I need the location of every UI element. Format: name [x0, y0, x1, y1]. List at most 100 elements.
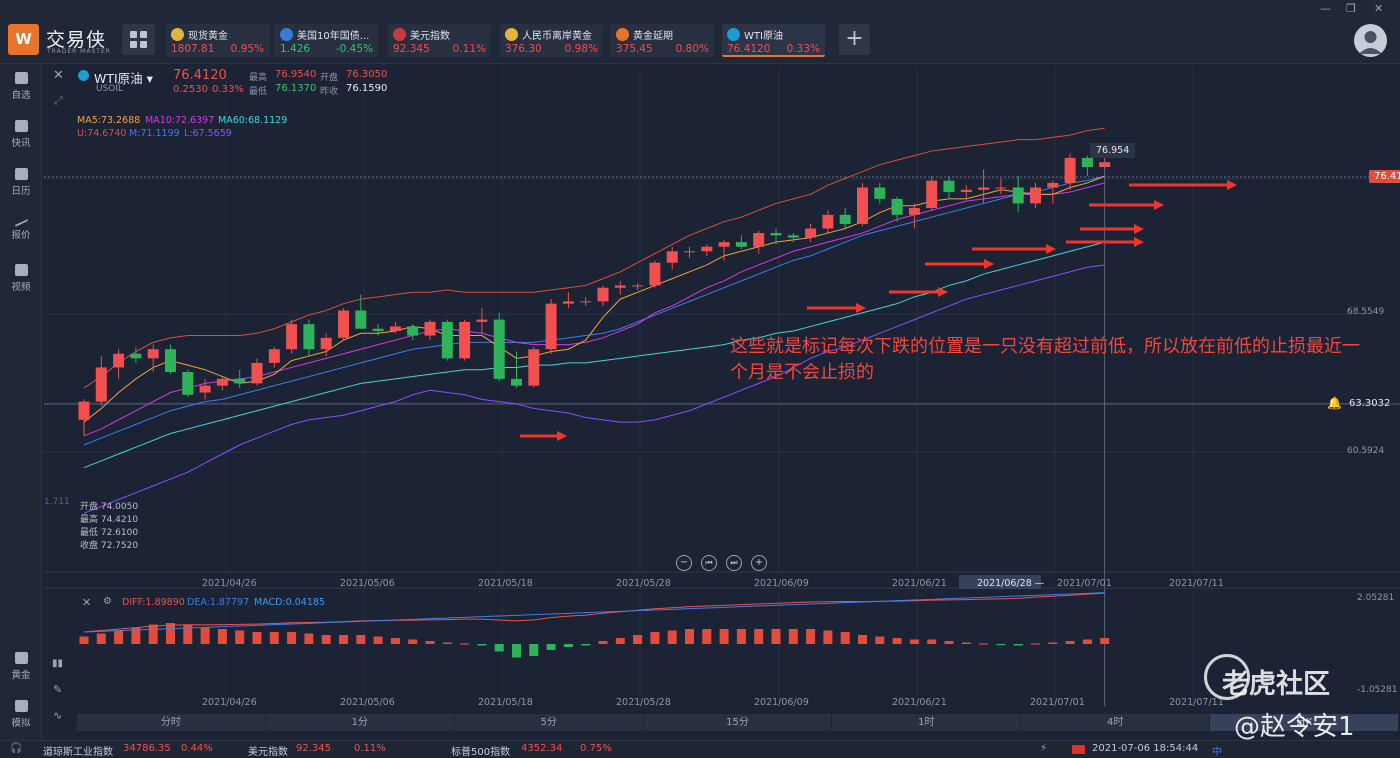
tab-price: 76.4120 [727, 43, 771, 55]
candle [476, 319, 488, 322]
candle [528, 349, 540, 386]
macd-bar [390, 638, 400, 644]
tab-price: 376.30 [505, 43, 542, 55]
tab-timeframe-1m[interactable]: 1分 [266, 714, 455, 731]
scroll-end-icon[interactable]: ⏭ [726, 555, 742, 571]
line-chart-icon [14, 212, 28, 228]
high-label: 最高 [249, 73, 268, 83]
macd-bar [788, 629, 798, 644]
minimize-icon[interactable]: — [1320, 2, 1331, 15]
macd-x-axis-label: 2021/05/28 [616, 697, 671, 708]
close-chart-icon[interactable]: ✕ [53, 68, 64, 83]
symbol-code: USOIL [96, 84, 124, 94]
candle [78, 401, 90, 420]
zoom-in-icon[interactable]: + [751, 555, 767, 571]
macd-settings-icon[interactable]: ⚙ [103, 596, 112, 607]
tab-timeframe-15m[interactable]: 15分 [644, 714, 833, 731]
sidebar-item-calendar[interactable]: 日历 [0, 168, 42, 197]
gold-grid-icon [14, 652, 28, 664]
headset-icon[interactable]: 🎧 [10, 743, 23, 754]
macd-bar [598, 641, 608, 644]
close-icon[interactable]: ✕ [1374, 2, 1384, 15]
candle [441, 321, 453, 359]
brand-subtitle: TRADER MASTER [47, 48, 111, 55]
symbol-price: 76.4120 [173, 68, 227, 83]
macd-bar [512, 644, 521, 658]
boll-upper-line [83, 127, 1105, 389]
macd-bar [961, 642, 971, 644]
status-lang[interactable]: 中 [1212, 747, 1222, 758]
x-axis-label: 2021/06/28 — [977, 578, 1045, 589]
zoom-out-icon[interactable]: − [676, 555, 692, 571]
tab-timeframe-4h[interactable]: 4时 [1021, 714, 1211, 731]
candle [1012, 187, 1024, 204]
candle [216, 378, 228, 386]
macd-bar [615, 638, 625, 644]
open-value: 76.3050 [346, 69, 388, 80]
boll-m-label: M:71.1199 [129, 128, 180, 139]
tab-3[interactable]: 美元指数 92.345 0.11% [388, 24, 491, 57]
bell-icon[interactable]: 🔔 [1327, 396, 1342, 410]
symbol-change-pct: 0.33% [212, 84, 244, 95]
high-tag: 76.954 [1090, 143, 1136, 158]
candle-type-icon[interactable]: ▮▮ [52, 658, 64, 669]
status-sp-name[interactable]: 标普500指数 [451, 747, 511, 758]
candle [718, 242, 730, 247]
status-usd-name[interactable]: 美元指数 [248, 747, 288, 758]
macd-bar [1082, 639, 1092, 644]
candle [787, 235, 799, 238]
restore-icon[interactable]: ❐ [1346, 2, 1356, 15]
candle [493, 319, 505, 379]
tab-change: 0.33% [786, 43, 820, 55]
macd-close-icon[interactable]: ✕ [82, 596, 92, 609]
instrument-icon [393, 27, 406, 41]
expand-icon[interactable]: ⤢ [54, 94, 63, 107]
sidebar-item-watchlist[interactable]: 自选 [0, 72, 42, 101]
open-label: 开盘 [320, 73, 339, 83]
candle [597, 287, 609, 302]
tab-change: -0.45% [335, 43, 373, 55]
annotation-arrowhead [557, 431, 567, 441]
macd-diff-line [83, 592, 1105, 633]
tab-timeframe-tick[interactable]: 分时 [77, 714, 266, 731]
tab-1[interactable]: 现货黄金 1807.81 0.95% [166, 24, 269, 57]
tab-timeframe-5m[interactable]: 5分 [455, 714, 644, 731]
candle [666, 251, 678, 263]
macd-bar [996, 644, 1006, 646]
macd-bar [287, 632, 297, 644]
sidebar-item-news[interactable]: 快讯 [0, 120, 42, 149]
macd-bar [1048, 642, 1058, 644]
tab-timeframe-daily[interactable]: 日K [1210, 714, 1400, 731]
sidebar-item-demo[interactable]: 模拟 [0, 700, 42, 729]
scroll-start-icon[interactable]: ⏮ [701, 555, 717, 571]
grid-menu-icon[interactable] [122, 24, 155, 55]
candle [839, 214, 851, 224]
price-chart[interactable]: 2021/04/26 2021/05/06 2021/05/18 2021/05/28… [44, 66, 1400, 740]
tab-timeframe-1h[interactable]: 1时 [832, 714, 1022, 731]
wallet-icon [14, 700, 28, 712]
tab-2[interactable]: 美国10年国债... 1.426 -0.45% [275, 24, 378, 57]
logo-icon: W [8, 24, 39, 55]
macd-bar [581, 644, 591, 646]
macd-bar [840, 632, 850, 644]
draw-pen-icon[interactable]: ✎ [53, 683, 63, 696]
candle [1081, 157, 1093, 167]
status-dji-name[interactable]: 道琼斯工业指数 [43, 747, 113, 758]
avatar[interactable] [1354, 24, 1387, 57]
instrument-icon [727, 27, 740, 41]
instrument-icon [616, 27, 629, 41]
sidebar-item-video[interactable]: 视频 [0, 264, 42, 293]
sidebar-item-gold[interactable]: 黄金 [0, 652, 42, 681]
sidebar-item-quotes[interactable]: 报价 [0, 212, 42, 241]
candle [303, 324, 315, 350]
annotation-arrowhead [1154, 200, 1164, 210]
indicator-icon[interactable]: ∿ [53, 709, 63, 722]
annotation-arrowhead [938, 287, 948, 297]
symbol-name[interactable]: WTI原油 ▾ [94, 71, 153, 86]
candle [113, 353, 125, 368]
add-tab-button[interactable]: + [839, 24, 870, 55]
tab-6[interactable]: WTI原油 76.4120 0.33% [722, 24, 825, 57]
tab-5[interactable]: 黄金延期 375.45 0.80% [611, 24, 714, 57]
tab-4[interactable]: 人民币离岸黄金 376.30 0.98% [500, 24, 603, 57]
candle [511, 378, 522, 386]
